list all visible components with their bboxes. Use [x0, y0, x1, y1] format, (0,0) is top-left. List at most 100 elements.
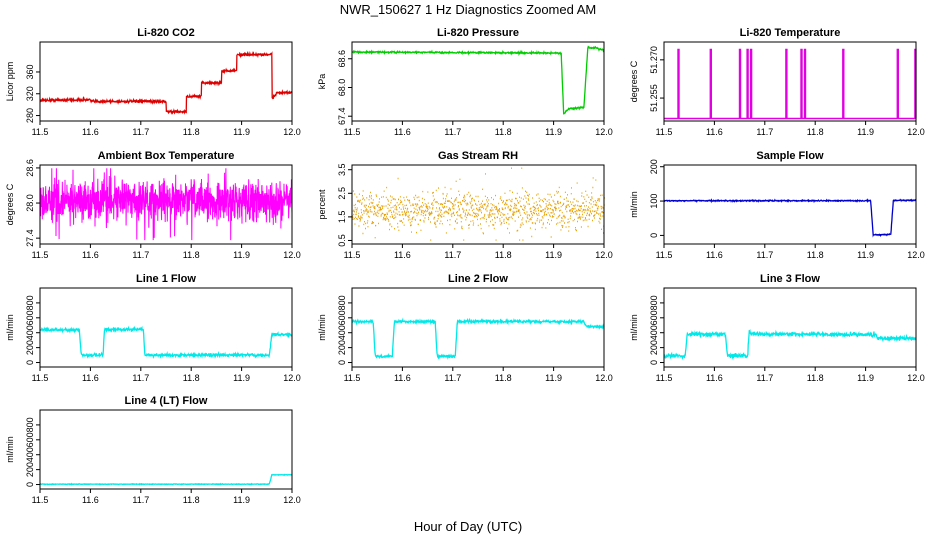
y-axis-label: ml/min: [629, 314, 639, 341]
y-tick-label: 280: [25, 108, 35, 123]
panel-title: Line 3 Flow: [760, 273, 820, 285]
panel-4: Ambient Box Temperature 11.5 11.6 11.7 11.8 1…: [5, 150, 301, 260]
y-tick-label: 1.5: [337, 211, 347, 224]
x-tick-label: 11.7: [132, 373, 149, 383]
x-tick-label: 12.0: [595, 250, 613, 260]
y-axis-label: percent: [317, 189, 327, 220]
y-tick-label: 100: [649, 194, 659, 209]
plot-frame: [663, 164, 917, 245]
y-tick-label: 600: [25, 432, 35, 447]
data-series-line: [39, 325, 293, 359]
panel-2: Li-820 Pressure 11.5 11.6 11.7 11.8 11.9 12.0 6…: [317, 27, 613, 137]
x-tick-label: 11.5: [656, 250, 673, 260]
data-series-line: [39, 473, 293, 486]
x-tick-label: 12.0: [283, 495, 301, 505]
y-tick-label: 400: [25, 325, 35, 340]
x-tick-label: 11.9: [233, 250, 250, 260]
x-tick-label: 11.5: [32, 250, 49, 260]
y-tick-label: 27.4: [25, 229, 35, 247]
y-tick-label: 400: [337, 325, 347, 340]
x-tick-label: 11.6: [706, 373, 723, 383]
y-axis-label: ml/min: [5, 314, 15, 341]
figure-x-label: Hour of Day (UTC): [414, 519, 522, 534]
y-axis-label: degrees C: [629, 60, 639, 102]
x-tick-label: 12.0: [907, 127, 925, 137]
panel-title: Ambient Box Temperature: [98, 150, 235, 162]
data-series-points: [352, 167, 605, 241]
y-tick-label: 200: [649, 340, 659, 355]
figure-title: NWR_150627 1 Hz Diagnostics Zoomed AM: [340, 2, 597, 17]
y-tick-label: 200: [25, 340, 35, 355]
y-tick-label: 600: [649, 310, 659, 325]
x-tick-label: 11.9: [233, 495, 250, 505]
x-tick-label: 11.5: [32, 495, 49, 505]
y-axis-label: degrees C: [5, 183, 15, 225]
x-tick-label: 11.5: [32, 373, 49, 383]
x-tick-label: 11.8: [807, 250, 824, 260]
y-tick-label: 800: [337, 295, 347, 310]
plot-frame: [663, 41, 917, 122]
panel-title: Li-820 Pressure: [437, 27, 519, 39]
x-tick-label: 11.8: [807, 373, 824, 383]
x-tick-label: 11.5: [344, 250, 361, 260]
y-axis-label: ml/min: [629, 191, 639, 218]
x-tick-label: 11.9: [857, 127, 874, 137]
x-tick-label: 11.9: [233, 373, 250, 383]
panel-title: Sample Flow: [756, 150, 824, 162]
x-tick-label: 11.7: [444, 250, 461, 260]
x-tick-label: 11.9: [545, 250, 562, 260]
y-axis-label: ml/min: [317, 314, 327, 341]
y-tick-label: 28.0: [25, 194, 35, 212]
panel-9: Line 3 Flow 11.5 11.6 11.7 11.8 11.9 12.0 0 2004…: [629, 273, 925, 383]
x-tick-label: 11.8: [807, 127, 824, 137]
panel-1: Li-820 CO2 11.5 11.6 11.7 11.8 11.9 12.0 280 320…: [5, 27, 301, 137]
y-tick-label: 0: [337, 360, 347, 365]
x-tick-label: 11.5: [656, 373, 673, 383]
y-tick-label: 600: [25, 310, 35, 325]
x-tick-label: 11.8: [495, 373, 512, 383]
x-tick-label: 11.7: [756, 250, 773, 260]
x-tick-label: 11.5: [344, 127, 361, 137]
x-tick-label: 11.8: [495, 127, 512, 137]
x-tick-label: 11.9: [233, 127, 250, 137]
x-tick-label: 12.0: [283, 250, 301, 260]
y-axis-label: ml/min: [5, 436, 15, 463]
y-axis-label: kPa: [317, 74, 327, 90]
y-tick-label: 0: [25, 482, 35, 487]
panel-title: Line 4 (LT) Flow: [125, 395, 208, 407]
y-tick-label: 67.4: [337, 107, 347, 125]
y-tick-label: 800: [25, 417, 35, 432]
x-tick-label: 11.6: [82, 127, 99, 137]
x-tick-label: 12.0: [595, 373, 613, 383]
x-tick-label: 11.7: [756, 373, 773, 383]
x-tick-label: 11.9: [857, 373, 874, 383]
x-tick-label: 11.7: [756, 127, 773, 137]
y-tick-label: 800: [649, 295, 659, 310]
panel-5: Gas Stream RH 11.5 11.6 11.7 11.8 11.9 12.0 0.5…: [317, 150, 613, 260]
x-tick-label: 11.6: [394, 250, 411, 260]
data-series-line: [39, 50, 293, 115]
panels-group: Li-820 CO2 11.5 11.6 11.7 11.8 11.9 12.0 280 320…: [5, 27, 925, 505]
plot-frame: [663, 287, 917, 368]
panel-10: Line 4 (LT) Flow 11.5 11.6 11.7 11.8 11.9 12.0…: [5, 395, 301, 505]
y-tick-label: 800: [25, 295, 35, 310]
x-tick-label: 11.6: [706, 250, 723, 260]
y-tick-label: 68.6: [337, 50, 347, 68]
panel-title: Li-820 CO2: [137, 27, 194, 39]
x-tick-label: 11.5: [656, 127, 673, 137]
x-tick-label: 12.0: [283, 373, 301, 383]
x-tick-label: 11.8: [183, 495, 200, 505]
panel-3: Li-820 Temperature 11.5 11.6 11.7 11.8 11.9 12…: [629, 27, 925, 137]
x-tick-label: 11.8: [495, 250, 512, 260]
y-axis-label: Licor ppm: [5, 62, 15, 102]
y-tick-label: 400: [25, 447, 35, 462]
x-tick-label: 11.7: [132, 250, 149, 260]
x-tick-label: 11.7: [132, 495, 149, 505]
y-tick-label: 28.6: [25, 159, 35, 177]
panel-title: Li-820 Temperature: [740, 27, 841, 39]
y-tick-label: 0.5: [337, 234, 347, 247]
x-tick-label: 11.6: [82, 250, 99, 260]
y-tick-label: 200: [337, 340, 347, 355]
plot-frame: [39, 41, 293, 122]
